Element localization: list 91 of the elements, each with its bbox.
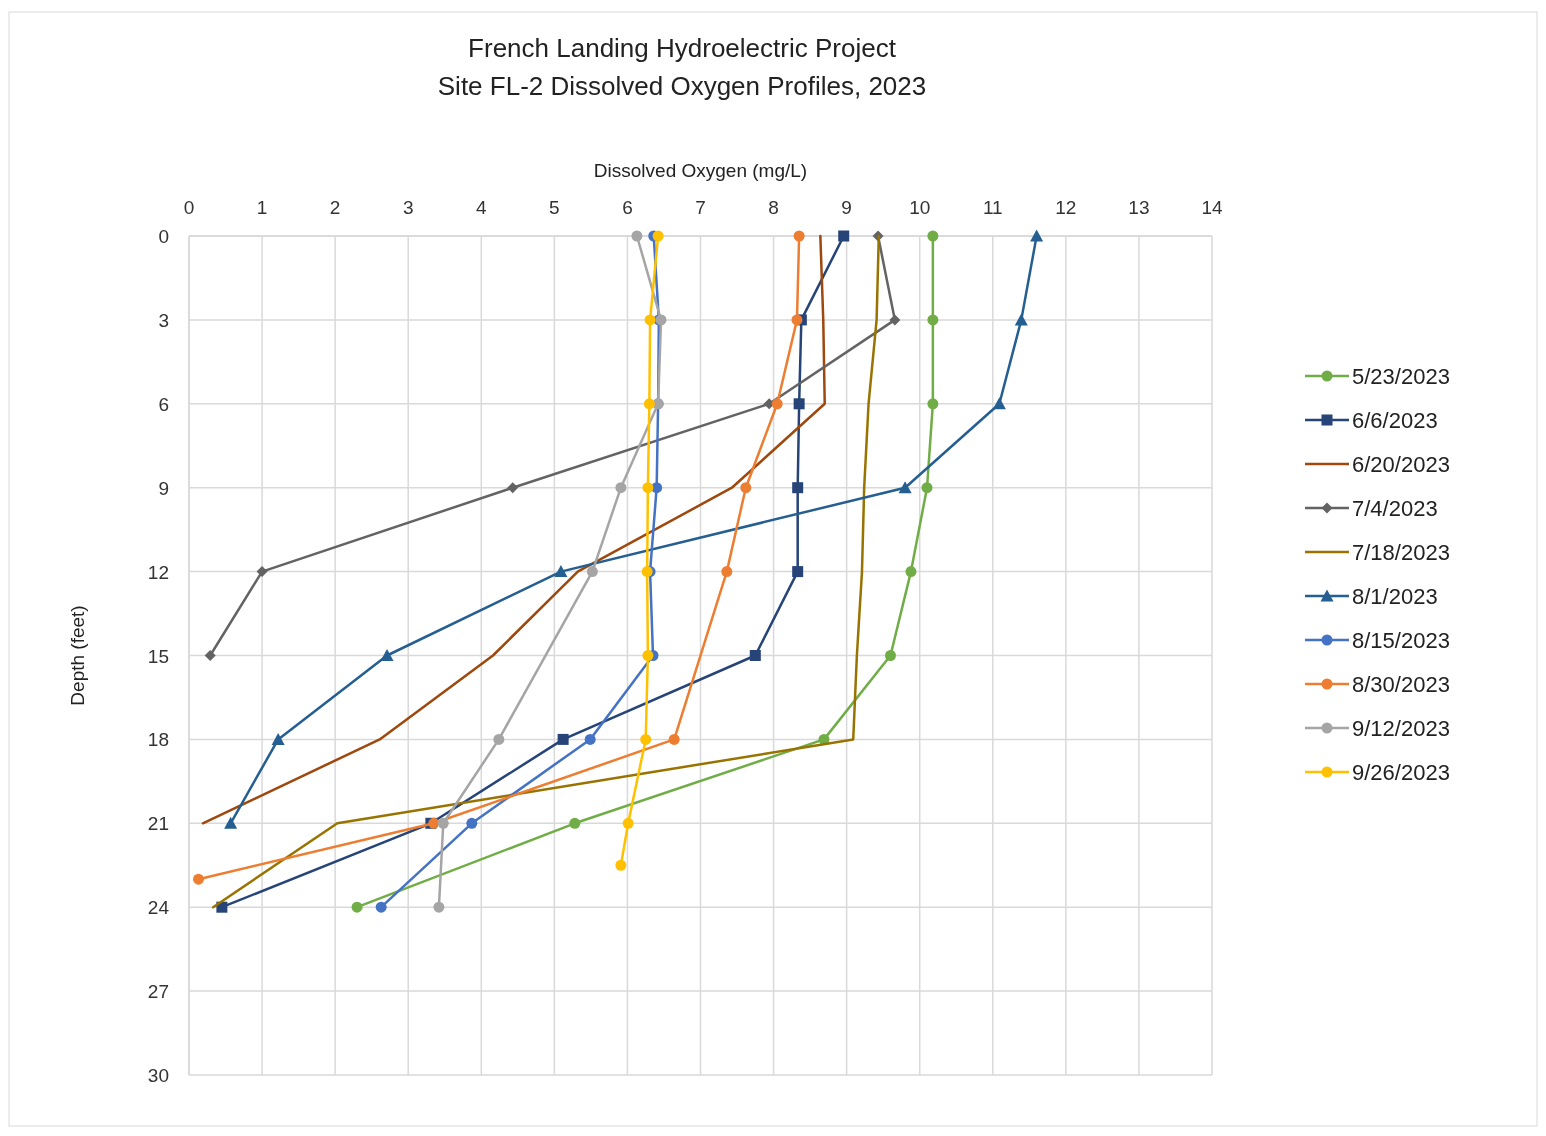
point — [1030, 229, 1044, 242]
x-axis-title: Dissolved Oxygen (mg/L) — [593, 160, 808, 181]
x-tick-label: 7 — [695, 197, 706, 218]
point — [615, 482, 627, 494]
y-tick-label: 24 — [147, 897, 170, 919]
point — [622, 817, 634, 829]
point — [351, 901, 363, 913]
point — [557, 733, 569, 745]
x-tick-label: 3 — [402, 197, 414, 218]
point — [584, 733, 596, 745]
point — [791, 314, 803, 326]
point — [668, 733, 680, 745]
point — [838, 230, 850, 242]
point — [193, 873, 204, 885]
legend-label: 5/23/2023 — [1352, 364, 1450, 389]
legend-label: 8/1/2023 — [1352, 584, 1438, 609]
point — [771, 398, 783, 410]
x-tick-label: 6 — [622, 197, 633, 218]
y-tick-label: 12 — [147, 561, 169, 583]
point — [615, 859, 627, 871]
point — [740, 482, 752, 494]
point — [793, 230, 805, 242]
point — [224, 816, 238, 829]
y-tick-label: 3 — [158, 309, 169, 331]
x-tick-label: 1 — [256, 197, 268, 218]
legend-label: 9/26/2023 — [1352, 760, 1450, 785]
legend-label: 8/15/2023 — [1352, 628, 1450, 653]
point — [889, 314, 901, 326]
point — [927, 314, 939, 326]
point — [204, 650, 216, 661]
x-tick-label: 10 — [909, 197, 931, 218]
point — [643, 398, 655, 410]
x-tick-label: 5 — [549, 197, 560, 218]
point — [793, 398, 805, 410]
y-tick-label: 21 — [147, 813, 169, 835]
point — [437, 817, 449, 829]
x-tick-label: 11 — [982, 197, 1003, 218]
y-tick-label: 27 — [147, 981, 169, 1003]
y-axis-title: Depth (feet) — [67, 605, 88, 706]
point — [640, 733, 652, 745]
point — [642, 650, 654, 661]
point — [898, 481, 912, 494]
x-tick-label: 9 — [841, 197, 852, 218]
point — [507, 482, 519, 494]
y-tick-label: 18 — [147, 729, 169, 751]
y-tick-label: 0 — [158, 226, 169, 247]
point — [749, 650, 761, 661]
point — [1014, 313, 1028, 326]
legend-label: 6/20/2023 — [1352, 452, 1450, 477]
point — [792, 566, 804, 578]
point — [433, 901, 445, 913]
point — [905, 566, 917, 578]
x-tick-label: 14 — [1201, 197, 1223, 218]
point — [921, 482, 933, 494]
legend-label: 6/6/2023 — [1352, 408, 1438, 433]
chart-subtitle: Site FL-2 Dissolved Oxygen Profiles, 2023 — [437, 71, 927, 101]
y-tick-label: 30 — [147, 1065, 169, 1086]
point — [992, 397, 1006, 410]
y-tick-label: 9 — [158, 477, 169, 499]
point — [380, 649, 394, 661]
x-tick-label: 2 — [329, 197, 341, 218]
point — [927, 398, 939, 410]
point — [642, 482, 654, 494]
chart-title: French Landing Hydroelectric Project — [468, 33, 897, 63]
legend-label: 8/30/2023 — [1352, 672, 1450, 697]
point — [466, 817, 478, 829]
x-tick-label: 13 — [1128, 197, 1150, 218]
point — [927, 230, 939, 242]
point — [651, 482, 663, 494]
point — [792, 482, 804, 494]
point — [493, 733, 505, 745]
point — [884, 650, 896, 661]
x-tick-label: 12 — [1055, 197, 1077, 218]
point — [721, 566, 733, 578]
x-tick-label: 4 — [476, 197, 487, 218]
point — [631, 230, 643, 242]
point — [652, 230, 664, 242]
legend-label: 7/4/2023 — [1352, 496, 1438, 521]
point — [271, 732, 285, 745]
x-tick-label: 8 — [768, 197, 779, 218]
y-tick-label: 15 — [147, 645, 169, 667]
point — [256, 566, 268, 578]
point — [569, 817, 581, 829]
point — [644, 314, 656, 326]
y-tick-label: 6 — [158, 393, 169, 415]
point — [586, 566, 598, 578]
legend-label: 9/12/2023 — [1352, 716, 1450, 741]
legend-label: 7/18/2023 — [1352, 540, 1450, 565]
x-tick-label: 0 — [183, 197, 195, 218]
point — [554, 565, 568, 578]
point — [375, 901, 387, 913]
